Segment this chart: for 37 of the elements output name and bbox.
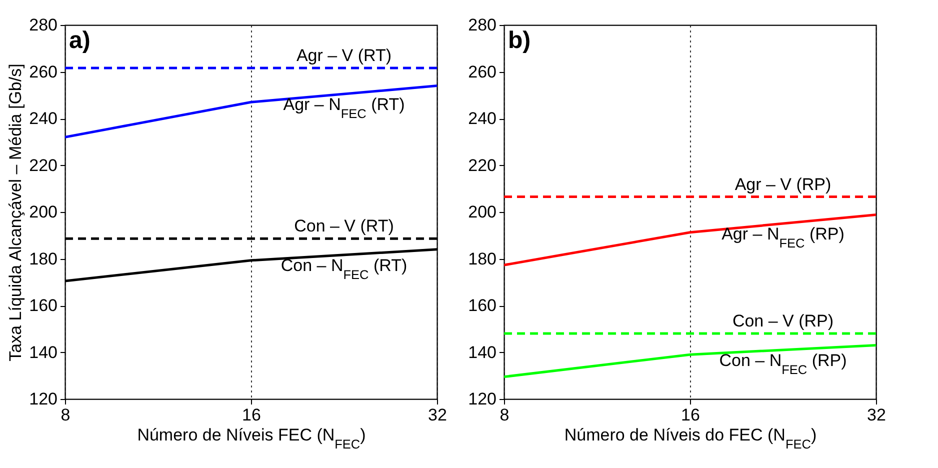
x-tick-label: 32 (867, 406, 886, 424)
y-tick-label: 180 (468, 249, 496, 268)
y-tick-label: 120 (29, 390, 58, 408)
y-tick-label: 260 (468, 62, 496, 82)
x-axis-title: Número de Níveis do FEC (N$_{FEC}$) (564, 426, 817, 451)
x-tick-label: 8 (500, 406, 510, 424)
series-label: Con – N$_{FEC}$ (RP) (719, 350, 847, 376)
x-axis-title: Número de Níveis FEC (N$_{FEC}$) (137, 426, 366, 451)
series-label: Con – V (RP) (732, 312, 834, 331)
y-tick-label: 180 (29, 249, 58, 268)
y-tick-label: 120 (468, 390, 496, 408)
y-tick-label: 140 (468, 342, 496, 362)
y-axis-title: Taxa Líquida Alcançável – Média [Gb/s] (6, 64, 26, 362)
x-tick-label: 32 (428, 406, 447, 424)
series-label: Agr – V (RP) (734, 174, 832, 194)
y-tick-label: 220 (468, 156, 496, 175)
x-tick-label: 16 (242, 406, 261, 424)
y-tick-label: 160 (29, 296, 58, 315)
series-label: Agr – N$_{FEC}$ (RT) (283, 94, 405, 120)
y-tick-label: 220 (29, 156, 58, 175)
chart-title: a) (69, 27, 90, 54)
y-tick-label: 240 (468, 109, 496, 128)
x-tick-label: 8 (60, 406, 70, 424)
y-tick-label: 240 (29, 109, 58, 128)
series-label: Agr – N$_{FEC}$ (RP) (722, 224, 844, 250)
y-tick-label: 200 (468, 202, 496, 222)
y-tick-label: 200 (29, 202, 58, 222)
y-tick-label: 280 (468, 16, 496, 34)
y-tick-label: 280 (29, 16, 58, 34)
series-label: Con – V (RT) (294, 216, 394, 236)
series-label: Con – N$_{FEC}$ (RT) (280, 256, 408, 282)
chart-title: b) (508, 27, 531, 54)
y-tick-label: 160 (468, 296, 496, 315)
x-tick-label: 16 (681, 406, 700, 424)
y-tick-label: 140 (29, 342, 58, 362)
y-tick-label: 260 (29, 62, 58, 82)
series-label: Agr – V (RT) (296, 46, 392, 66)
